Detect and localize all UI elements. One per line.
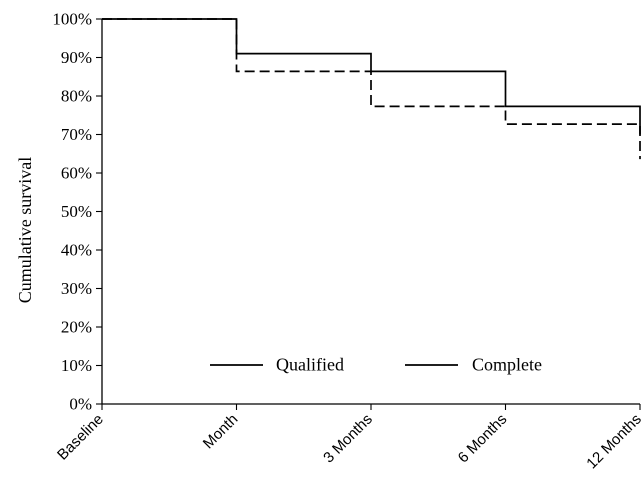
y-tick-label: 90% xyxy=(61,48,92,67)
y-tick-label: 30% xyxy=(61,279,92,298)
y-tick-label: 50% xyxy=(61,202,92,221)
x-tick-label: Baseline xyxy=(54,411,107,464)
series-line-complete xyxy=(102,18,641,160)
y-axis-title: Cumulative survival xyxy=(15,157,35,303)
y-tick-label: 40% xyxy=(61,241,92,260)
y-axis: 0% 10% 20% 30% 40% 50% 60% 70% 80% 90% 100% xyxy=(52,10,103,414)
series-line-qualified xyxy=(102,18,641,135)
y-tick-label: 70% xyxy=(61,125,92,144)
y-tick-label: 0% xyxy=(69,395,92,414)
x-tick-label: Month xyxy=(200,411,242,453)
series-lines xyxy=(102,18,641,160)
x-tick-label: 3 Months xyxy=(320,411,376,467)
y-tick-label: 10% xyxy=(61,356,92,375)
x-tick-label: 6 Months xyxy=(455,411,511,467)
legend-label-qualified: Qualified xyxy=(276,355,344,375)
x-axis: Baseline Month 3 Months 6 Months 12 Months xyxy=(54,403,642,473)
y-tick-label: 80% xyxy=(61,87,92,106)
legend-label-complete: Complete xyxy=(472,355,542,375)
legend: Qualified Complete xyxy=(210,355,542,375)
y-tick-label: 60% xyxy=(61,164,92,183)
y-tick-label: 20% xyxy=(61,318,92,337)
y-tick-label: 100% xyxy=(52,10,92,29)
x-tick-label: 12 Months xyxy=(583,411,642,473)
